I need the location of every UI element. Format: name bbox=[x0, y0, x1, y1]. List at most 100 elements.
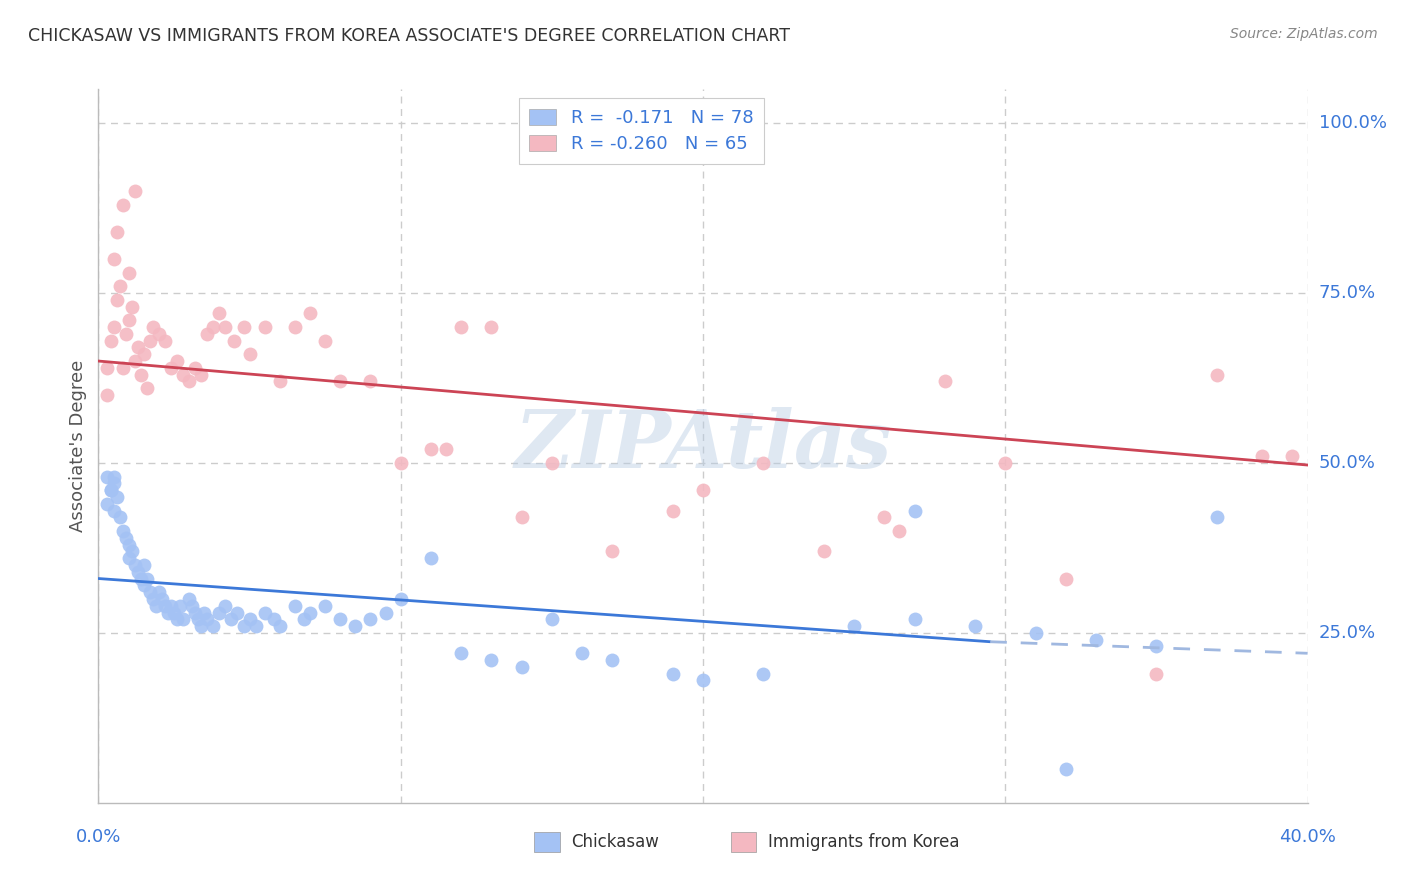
Point bbox=[419, 551, 441, 566]
Point bbox=[135, 572, 157, 586]
Point bbox=[177, 591, 201, 606]
Point bbox=[103, 503, 125, 517]
Point bbox=[1024, 626, 1046, 640]
Point bbox=[540, 612, 562, 626]
Point bbox=[100, 334, 122, 348]
Point bbox=[121, 300, 143, 314]
Point bbox=[132, 558, 155, 572]
Point bbox=[389, 591, 412, 606]
Point bbox=[190, 368, 212, 382]
Point bbox=[177, 375, 201, 389]
Point bbox=[142, 320, 165, 334]
Point bbox=[571, 646, 593, 660]
Point bbox=[153, 334, 176, 348]
Point bbox=[752, 666, 775, 681]
Point bbox=[263, 612, 285, 626]
Point bbox=[232, 320, 254, 334]
Point bbox=[540, 456, 562, 470]
Point bbox=[96, 388, 118, 402]
Point bbox=[1251, 449, 1274, 463]
Text: Immigrants from Korea: Immigrants from Korea bbox=[768, 833, 959, 851]
Point bbox=[214, 599, 236, 613]
Text: 75.0%: 75.0% bbox=[1319, 284, 1376, 302]
Point bbox=[208, 606, 231, 620]
Point bbox=[904, 612, 927, 626]
Point bbox=[965, 619, 987, 633]
Point bbox=[1206, 510, 1229, 524]
Point bbox=[103, 320, 125, 334]
Point bbox=[692, 673, 714, 688]
Point bbox=[389, 456, 412, 470]
Point bbox=[96, 497, 118, 511]
Point bbox=[226, 606, 249, 620]
Point bbox=[299, 306, 322, 320]
Point bbox=[100, 483, 122, 498]
Point bbox=[124, 558, 146, 572]
Point bbox=[202, 320, 225, 334]
Point bbox=[934, 375, 956, 389]
Point bbox=[148, 326, 170, 341]
Point bbox=[1054, 762, 1077, 776]
Point bbox=[889, 524, 911, 538]
Point bbox=[118, 266, 141, 280]
Point bbox=[100, 483, 122, 498]
Point bbox=[344, 619, 367, 633]
Point bbox=[813, 544, 835, 558]
Point bbox=[450, 320, 472, 334]
Point bbox=[1144, 666, 1167, 681]
Point bbox=[118, 313, 141, 327]
Point bbox=[481, 320, 503, 334]
Point bbox=[163, 606, 186, 620]
Point bbox=[1085, 632, 1108, 647]
Point bbox=[481, 653, 503, 667]
Point bbox=[160, 599, 183, 613]
Point bbox=[994, 456, 1017, 470]
Point bbox=[360, 375, 382, 389]
Point bbox=[904, 503, 927, 517]
Point bbox=[510, 660, 533, 674]
Point bbox=[129, 572, 152, 586]
Point bbox=[172, 612, 194, 626]
Point bbox=[844, 619, 866, 633]
Point bbox=[202, 619, 225, 633]
Point bbox=[510, 510, 533, 524]
Point bbox=[187, 612, 209, 626]
Point bbox=[299, 606, 322, 620]
Point bbox=[329, 375, 352, 389]
Point bbox=[114, 531, 136, 545]
Point bbox=[111, 524, 134, 538]
Text: 25.0%: 25.0% bbox=[1319, 624, 1376, 642]
Point bbox=[195, 326, 218, 341]
Point bbox=[661, 666, 683, 681]
Text: 0.0%: 0.0% bbox=[76, 828, 121, 846]
Point bbox=[239, 612, 262, 626]
Point bbox=[434, 442, 457, 457]
Point bbox=[1206, 368, 1229, 382]
Point bbox=[602, 544, 624, 558]
Point bbox=[111, 198, 134, 212]
Point bbox=[105, 490, 128, 504]
Text: Source: ZipAtlas.com: Source: ZipAtlas.com bbox=[1230, 27, 1378, 41]
Point bbox=[374, 606, 396, 620]
Point bbox=[153, 599, 176, 613]
Legend: R =  -0.171   N = 78, R = -0.260   N = 65: R = -0.171 N = 78, R = -0.260 N = 65 bbox=[519, 98, 765, 163]
Point bbox=[103, 252, 125, 266]
Point bbox=[253, 320, 276, 334]
Point bbox=[269, 375, 291, 389]
Point bbox=[127, 565, 149, 579]
Point bbox=[184, 606, 207, 620]
Point bbox=[184, 360, 207, 375]
Point bbox=[172, 368, 194, 382]
Point bbox=[314, 599, 336, 613]
Point bbox=[221, 612, 243, 626]
Point bbox=[292, 612, 315, 626]
Point bbox=[245, 619, 267, 633]
Point bbox=[150, 591, 173, 606]
Point bbox=[1054, 572, 1077, 586]
Point bbox=[118, 551, 141, 566]
Point bbox=[166, 354, 188, 368]
Point bbox=[193, 606, 215, 620]
Point bbox=[169, 599, 191, 613]
Text: 50.0%: 50.0% bbox=[1319, 454, 1375, 472]
Point bbox=[450, 646, 472, 660]
